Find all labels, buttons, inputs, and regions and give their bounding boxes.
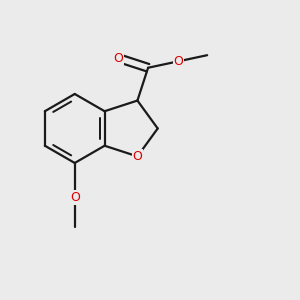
Text: O: O (173, 55, 183, 68)
Text: O: O (114, 52, 124, 65)
Text: O: O (133, 150, 142, 163)
Text: O: O (70, 191, 80, 204)
